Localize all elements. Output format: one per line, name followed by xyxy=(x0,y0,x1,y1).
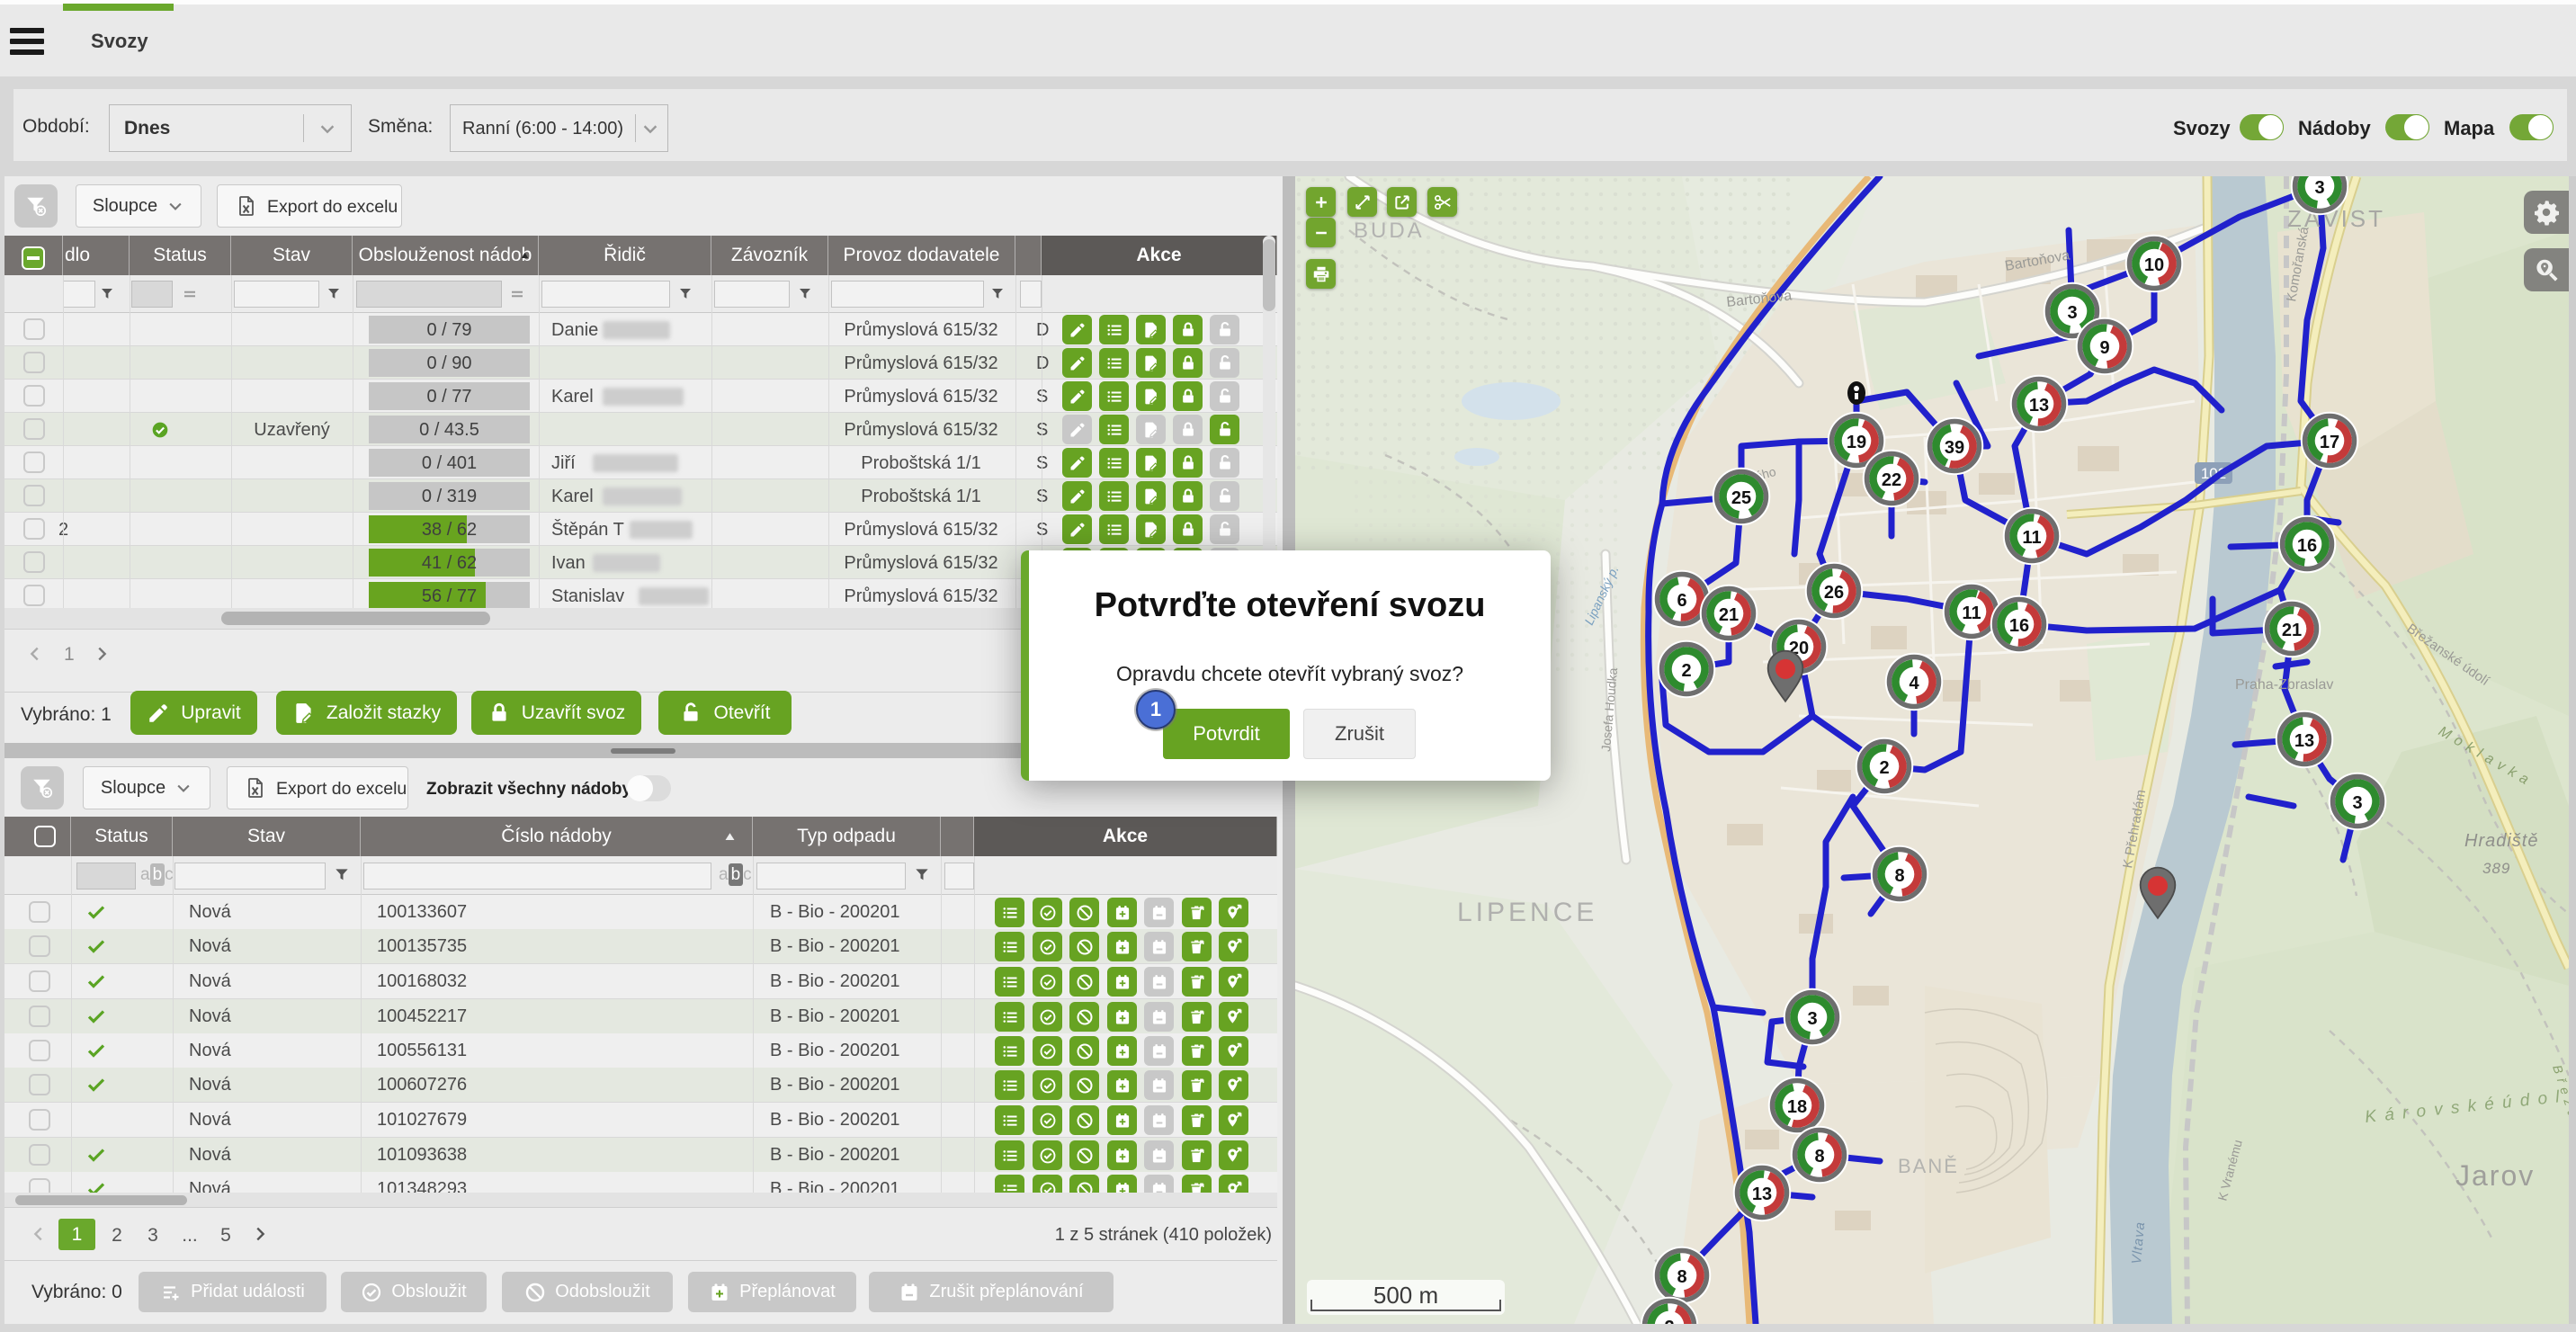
svg-text:3: 3 xyxy=(2067,303,2077,323)
svg-text:Jarov: Jarov xyxy=(2455,1159,2535,1192)
svg-text:2: 2 xyxy=(1879,758,1889,778)
svg-text:11: 11 xyxy=(1962,603,1981,623)
svg-text:26: 26 xyxy=(1824,583,1844,603)
svg-text:19: 19 xyxy=(1847,433,1866,452)
svg-text:39: 39 xyxy=(1945,438,1964,458)
svg-text:2: 2 xyxy=(1664,1318,1674,1324)
svg-text:3: 3 xyxy=(2352,793,2362,813)
svg-text:8: 8 xyxy=(1894,866,1904,886)
svg-text:22: 22 xyxy=(1882,470,1901,490)
svg-text:13: 13 xyxy=(2029,396,2049,416)
svg-text:25: 25 xyxy=(1731,488,1751,508)
svg-text:16: 16 xyxy=(2297,536,2317,556)
svg-text:11: 11 xyxy=(2022,528,2041,548)
svg-text:3: 3 xyxy=(2314,178,2324,198)
svg-text:500 m: 500 m xyxy=(1373,1283,1438,1309)
svg-text:Hradiště: Hradiště xyxy=(2464,831,2538,851)
svg-text:21: 21 xyxy=(2282,621,2302,640)
svg-text:2: 2 xyxy=(1681,661,1691,681)
svg-text:4: 4 xyxy=(1909,674,1919,693)
svg-text:21: 21 xyxy=(1719,605,1739,625)
svg-text:18: 18 xyxy=(1787,1097,1807,1117)
svg-text:Praha-Zbraslav: Praha-Zbraslav xyxy=(2235,677,2333,693)
svg-text:16: 16 xyxy=(2009,616,2029,636)
svg-text:8: 8 xyxy=(1677,1267,1686,1287)
svg-text:13: 13 xyxy=(2294,731,2314,751)
svg-text:Vltava: Vltava xyxy=(2129,1220,2148,1265)
svg-text:3: 3 xyxy=(1807,1009,1817,1029)
svg-text:17: 17 xyxy=(2320,433,2339,452)
svg-text:8: 8 xyxy=(1814,1147,1824,1167)
svg-text:9: 9 xyxy=(2099,338,2109,358)
svg-text:LIPENCE: LIPENCE xyxy=(1457,898,1597,927)
svg-text:BANĚ: BANĚ xyxy=(1898,1155,1959,1177)
svg-text:389: 389 xyxy=(2482,860,2510,877)
svg-text:10: 10 xyxy=(2144,255,2164,275)
svg-text:13: 13 xyxy=(1752,1184,1772,1204)
svg-text:BUDA: BUDA xyxy=(1354,219,1425,243)
svg-text:6: 6 xyxy=(1677,591,1686,611)
